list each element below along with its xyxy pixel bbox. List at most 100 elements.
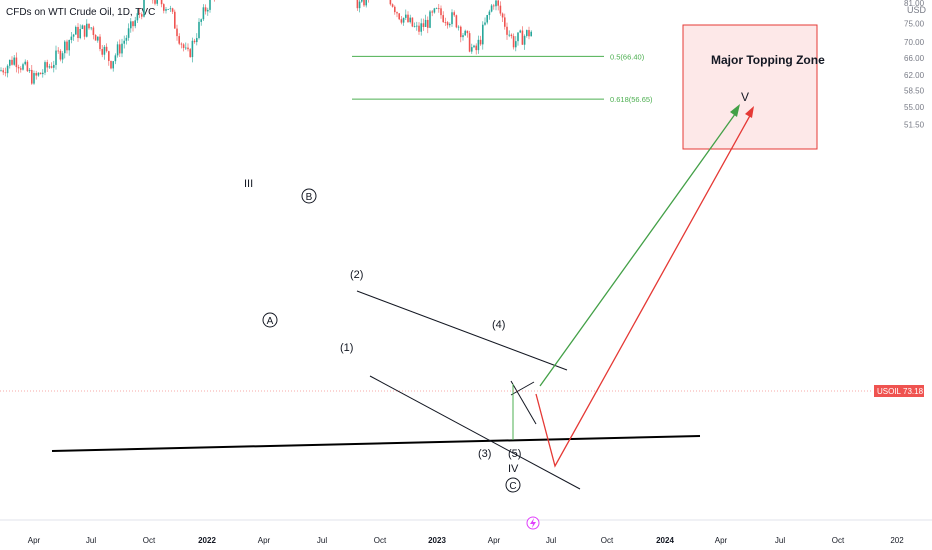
candle-body [510, 34, 513, 37]
candle-body [182, 44, 185, 48]
candle-body [363, 0, 365, 6]
candle-body [413, 26, 416, 27]
candle-body [24, 61, 26, 65]
candle-body [409, 17, 411, 23]
candle-body [163, 4, 165, 11]
green-arrow-head [730, 104, 740, 117]
candle-body [70, 36, 73, 41]
candle-body [26, 61, 29, 72]
price-tick-label: 81.00 [904, 0, 925, 8]
candle-body [471, 47, 473, 52]
candle-body [17, 67, 20, 69]
candle-body [396, 12, 398, 14]
price-tick-label: 51.50 [904, 121, 925, 130]
candle-body [121, 43, 123, 54]
candle-body [495, 0, 497, 7]
candle-body [11, 59, 13, 65]
candle-body [204, 7, 207, 12]
candle-body [466, 30, 469, 34]
candles [0, 0, 532, 85]
candle-body [479, 39, 482, 45]
candle-body [119, 44, 121, 54]
time-tick-label: Jul [775, 536, 785, 545]
candle-body [13, 57, 15, 65]
candle-body [209, 0, 211, 10]
green-projection [539, 104, 740, 387]
candle-body [508, 34, 510, 36]
candle-body [22, 64, 24, 70]
candle-body [88, 23, 90, 29]
wave-1-label: (1) [340, 342, 353, 354]
candle-body [449, 24, 451, 26]
wave-v-label: V [741, 90, 749, 104]
time-tick-label: 2022 [198, 536, 216, 545]
support-trendline [51, 435, 701, 452]
candle-body [105, 46, 108, 52]
candle-body [33, 73, 35, 84]
price-axis: 200.00190.00180.00170.00160.00150.00138.… [904, 0, 925, 130]
candle-body [411, 17, 414, 27]
candle-body [207, 9, 209, 12]
chart-title: CFDs on WTI Crude Oil, 1D, TVC [6, 7, 155, 18]
candle-body [442, 15, 444, 23]
candle-body [37, 72, 40, 76]
candle-body [141, 14, 143, 17]
candle-body [402, 17, 405, 23]
candle-body [473, 45, 475, 48]
candle-body [519, 30, 521, 33]
candle-body [178, 36, 180, 44]
candle-body [400, 19, 403, 23]
candle-body [405, 14, 407, 18]
candle-body [31, 69, 33, 84]
price-tick-label: 75.00 [904, 20, 925, 29]
candle-body [72, 34, 75, 37]
candle-body [521, 30, 524, 45]
wave-c-label: C [509, 481, 516, 492]
last-price-symbol: USOIL [877, 387, 902, 396]
candle-body [515, 41, 517, 48]
candle-body [92, 27, 95, 36]
candle-body [185, 47, 187, 49]
candle-body [361, 0, 363, 2]
candle-body [169, 8, 172, 10]
candle-body [356, 0, 359, 9]
candle-body [435, 8, 438, 10]
candle-body [99, 36, 101, 50]
candle-body [130, 21, 132, 29]
candle-body [55, 50, 57, 65]
time-tick-label: Jul [546, 536, 556, 545]
candle-body [68, 40, 70, 51]
candle-body [530, 31, 532, 37]
candle-body [389, 0, 392, 5]
candle-body [433, 8, 436, 13]
candle-body [486, 15, 488, 23]
wave-iii-label: III [244, 178, 253, 190]
candle-body [167, 9, 169, 10]
candle-body [174, 11, 176, 29]
candle-body [358, 1, 361, 9]
candle-body [15, 57, 18, 68]
price-tick-label: 58.50 [904, 86, 925, 95]
last-price-badge: USOIL 73.18 [874, 385, 924, 397]
candle-body [114, 55, 117, 62]
candle-body [490, 5, 493, 12]
candle-body [438, 8, 440, 10]
time-tick-label: 2023 [428, 536, 446, 545]
candle-body [50, 66, 53, 68]
candle-body [365, 0, 367, 6]
lightning-icon[interactable] [526, 516, 540, 530]
wave-4-label: (4) [492, 319, 505, 331]
candle-body [429, 11, 431, 28]
candle-body [200, 19, 202, 22]
time-tick-label: Apr [715, 536, 728, 545]
time-tick-label: Oct [832, 536, 845, 545]
candle-body [9, 59, 11, 66]
candle-body [462, 35, 464, 38]
candle-body [176, 28, 178, 37]
candle-body [101, 49, 103, 55]
candle-body [57, 50, 59, 52]
candle-body [431, 11, 433, 13]
red-arrow-head [745, 106, 754, 118]
wave-b-circle [301, 188, 317, 204]
